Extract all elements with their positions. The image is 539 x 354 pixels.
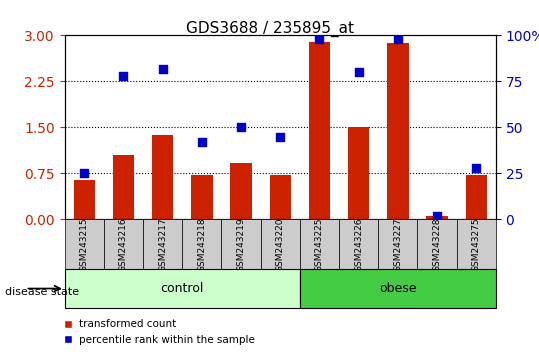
Legend: transformed count, percentile rank within the sample: transformed count, percentile rank withi… (59, 315, 259, 349)
FancyBboxPatch shape (378, 219, 418, 269)
Text: control: control (161, 282, 204, 295)
Bar (113, 155, 134, 219)
Point (433, 213, 441, 219)
Text: GSM243215: GSM243215 (80, 217, 89, 272)
Bar (270, 175, 291, 219)
Text: disease state: disease state (5, 287, 80, 297)
Point (198, 139, 206, 145)
Text: GDS3688 / 235895_at: GDS3688 / 235895_at (185, 21, 354, 38)
Point (80, 171, 88, 176)
Text: GSM243217: GSM243217 (158, 217, 167, 272)
Text: GSM243226: GSM243226 (354, 217, 363, 272)
Bar (348, 127, 369, 219)
Point (393, 36, 402, 42)
Text: GSM243228: GSM243228 (433, 217, 441, 272)
FancyBboxPatch shape (65, 219, 104, 269)
Text: GSM243275: GSM243275 (472, 217, 481, 272)
FancyBboxPatch shape (457, 219, 496, 269)
Bar (230, 163, 252, 219)
Text: GSM243225: GSM243225 (315, 217, 324, 272)
FancyBboxPatch shape (222, 219, 261, 269)
FancyBboxPatch shape (104, 219, 143, 269)
FancyBboxPatch shape (65, 269, 300, 308)
FancyBboxPatch shape (339, 219, 378, 269)
Point (119, 73, 128, 79)
FancyBboxPatch shape (300, 269, 496, 308)
Point (354, 69, 363, 75)
Point (276, 134, 285, 139)
Text: GSM243219: GSM243219 (237, 217, 246, 272)
Point (237, 125, 245, 130)
Bar (191, 175, 213, 219)
FancyBboxPatch shape (418, 219, 457, 269)
FancyBboxPatch shape (261, 219, 300, 269)
Bar (309, 41, 330, 219)
Bar (387, 43, 409, 219)
Point (472, 165, 481, 171)
Point (158, 66, 167, 72)
Bar (73, 179, 95, 219)
Text: GSM243227: GSM243227 (393, 217, 403, 272)
Bar (152, 135, 174, 219)
Bar (426, 216, 448, 219)
Bar (466, 175, 487, 219)
FancyBboxPatch shape (182, 219, 222, 269)
Text: GSM243216: GSM243216 (119, 217, 128, 272)
Text: obese: obese (379, 282, 417, 295)
Point (315, 36, 324, 42)
Text: GSM243220: GSM243220 (276, 217, 285, 272)
FancyBboxPatch shape (143, 219, 182, 269)
FancyBboxPatch shape (300, 219, 339, 269)
Text: GSM243218: GSM243218 (197, 217, 206, 272)
